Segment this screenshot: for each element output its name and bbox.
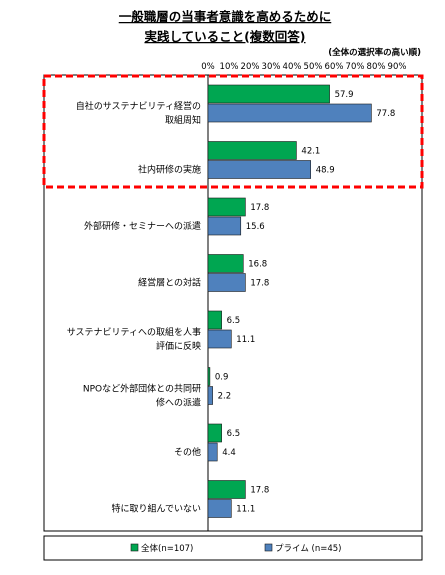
category-label: 取組周知: [165, 114, 201, 126]
bar: [207, 367, 211, 386]
data-label: 4.4: [222, 448, 236, 458]
data-label: 17.8: [250, 203, 269, 213]
bar: [207, 442, 218, 462]
x-tick-label: 40%: [283, 62, 302, 72]
legend: 全体(n=107) プライム (n=45): [43, 535, 423, 561]
legend-swatch: [130, 543, 139, 552]
x-tick-label: 60%: [325, 62, 344, 72]
data-label: 6.5: [227, 429, 241, 439]
x-tick-label: 0%: [201, 62, 215, 72]
highlight-box: [42, 74, 424, 189]
data-label: 11.1: [236, 505, 255, 515]
data-label: 15.6: [246, 222, 265, 232]
chart-title-line-1: 一般職層の当事者意識を高めるために: [119, 9, 332, 24]
x-axis-ticks: 0% 10% 20% 30% 40% 50% 60% 70% 80% 90%: [201, 62, 406, 72]
category-label: 経営層との対話: [138, 277, 201, 289]
category-label: 修への派遣: [156, 397, 201, 409]
data-label: 17.8: [250, 486, 269, 496]
x-tick-label: 30%: [262, 62, 281, 72]
data-label: 17.8: [250, 279, 269, 289]
legend-label: プライム (n=45): [275, 544, 342, 554]
bar: [207, 254, 244, 273]
category-label: 社内研修の実施: [138, 164, 201, 176]
category-label: 自社のサステナビリティ経営の: [76, 100, 201, 112]
data-label: 57.9: [335, 90, 354, 100]
category-label: 外部研修・セミナーへの派遣: [84, 220, 201, 232]
category-label: 評価に反映: [156, 340, 201, 352]
legend-label: 全体(n=107): [141, 543, 193, 554]
category-label: サステナビリティへの取組を人事: [67, 326, 201, 338]
data-label: 77.8: [376, 109, 395, 119]
data-label: 16.8: [248, 260, 267, 270]
data-label: 0.9: [215, 373, 229, 383]
x-tick-label: 20%: [241, 62, 260, 72]
data-label: 6.5: [227, 316, 241, 326]
bar: [207, 386, 213, 405]
x-tick-label: 90%: [388, 62, 407, 72]
data-label: 2.2: [218, 392, 232, 402]
chart-title: 一般職層の当事者意識を高めるために 実践していること(複数回答): [119, 9, 332, 44]
category-label: NPOなど外部団体との共同研: [83, 383, 201, 395]
chart-note: (全体の選択率の高い順): [328, 47, 421, 58]
x-tick-label: 10%: [220, 62, 239, 72]
category-label: 特に取り組んでいない: [111, 503, 201, 515]
legend-swatch: [264, 543, 273, 552]
bar: [207, 141, 297, 160]
bar: [207, 423, 222, 443]
bar: [207, 329, 232, 349]
bar: [207, 216, 242, 236]
data-labels: 57.9 77.8 42.1 48.9 17.8 15.6 16.8 17.8 6.5 11.1 0…: [215, 90, 395, 515]
category-labels: 自社のサステナビリティ経営の取組周知社内研修の実施外部研修・セミナーへの派遣経営…: [67, 100, 201, 515]
bars: [207, 84, 372, 518]
bar: [207, 310, 222, 330]
bar: [207, 273, 246, 292]
data-label: 11.1: [236, 335, 255, 345]
data-label: 42.1: [301, 147, 320, 157]
data-label: 48.9: [316, 166, 335, 176]
x-tick-label: 50%: [304, 62, 323, 72]
bar: [207, 499, 232, 518]
x-tick-label: 80%: [367, 62, 386, 72]
x-tick-label: 70%: [346, 62, 365, 72]
chart-title-line-2: 実践していること(複数回答): [144, 29, 305, 44]
bar: [207, 84, 330, 104]
bar: [207, 103, 372, 123]
legend-frame: [43, 535, 423, 561]
category-label: その他: [174, 446, 201, 458]
bar: [207, 480, 246, 499]
bar: [207, 197, 246, 217]
bar: [207, 160, 311, 179]
